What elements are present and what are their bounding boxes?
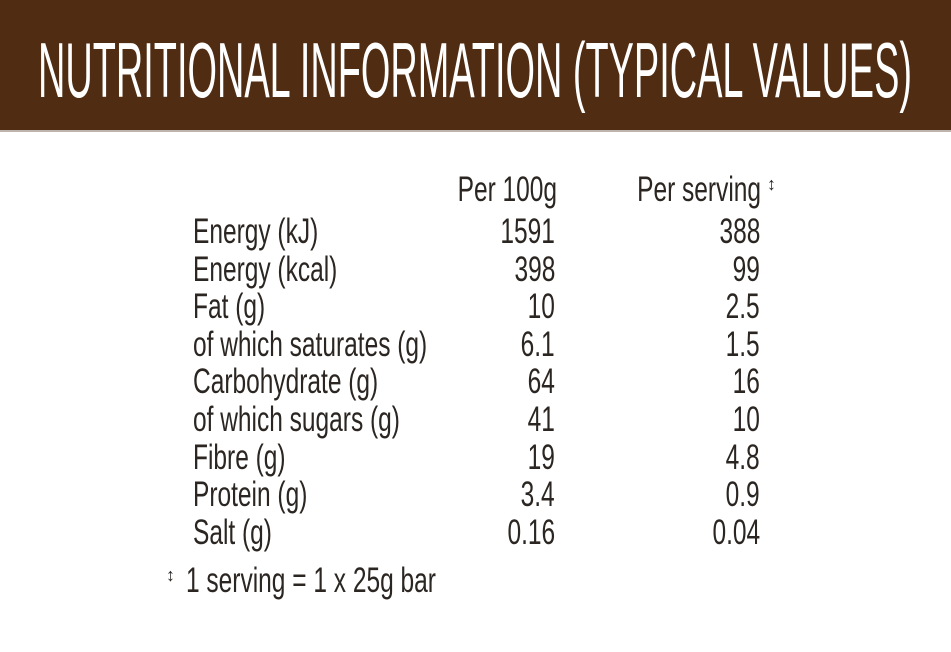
value-per-serving: 2.5 [725,287,760,327]
value-per-serving: 99 [732,249,760,289]
nutrient-label: Salt (g) [193,512,272,552]
value-per-100g: 6.1 [520,324,555,364]
nutrient-label: Fibre (g) [193,437,286,477]
nutrition-row: Protein (g) 3.4 0.9 [0,476,951,514]
value-per-serving: 16 [732,362,760,402]
nutrient-label: Energy (kJ) [193,212,319,251]
nutrient-label: of which sugars (g) [193,400,400,439]
value-per-100g: 3.4 [520,475,555,515]
nutrient-label: Carbohydrate (g) [193,362,379,402]
footnote-marker-icon: ↕ [166,565,175,585]
nutrient-label: Energy (kcal) [193,249,338,289]
nutrition-row: Fat (g) 10 2.5 [0,288,951,326]
nutrient-label: Fat (g) [193,287,266,327]
value-per-serving: 1.5 [725,324,760,364]
header-per-serving: Per serving [637,170,761,209]
nutrition-row: of which saturates (g) 6.1 1.5 [0,324,951,364]
nutrition-row: Energy (kcal) 398 99 [0,249,951,289]
header-per-100g: Per 100g [457,170,557,209]
serving-marker-icon: ↕ [767,174,776,194]
nutrition-row: Carbohydrate (g) 64 16 [0,363,951,401]
value-per-serving: 10 [732,400,760,439]
value-per-100g: 19 [527,437,555,477]
nutrient-label: Protein (g) [193,475,308,515]
value-per-100g: 0.16 [507,512,555,552]
nutrition-row: Fibre (g) 19 4.8 [0,437,951,477]
title-svg: NUTRITIONAL INFORMATION (TYPICAL VALUES) [38,26,912,114]
page-title: NUTRITIONAL INFORMATION (TYPICAL VALUES) [38,26,912,114]
value-per-100g: 64 [527,362,555,402]
value-per-serving: 4.8 [725,437,760,477]
value-per-serving: 388 [719,212,760,251]
nutrition-row: Energy (kJ) 1591 388 [0,213,951,251]
column-headers: Per 100g Per serving ↕ [0,171,951,209]
value-per-100g: 10 [527,287,555,327]
nutrient-label: of which saturates (g) [193,324,428,364]
value-per-100g: 1591 [500,212,555,251]
nutrition-row: of which sugars (g) 41 10 [0,401,951,439]
value-per-serving: 0.04 [712,512,760,552]
value-per-100g: 41 [527,400,555,439]
footnote: 1 serving = 1 x 25g bar [186,561,436,600]
title-banner: NUTRITIONAL INFORMATION (TYPICAL VALUES) [0,0,951,132]
nutrition-row: Salt (g) 0.16 0.04 [0,512,951,552]
value-per-serving: 0.9 [725,475,760,515]
value-per-100g: 398 [514,249,555,289]
